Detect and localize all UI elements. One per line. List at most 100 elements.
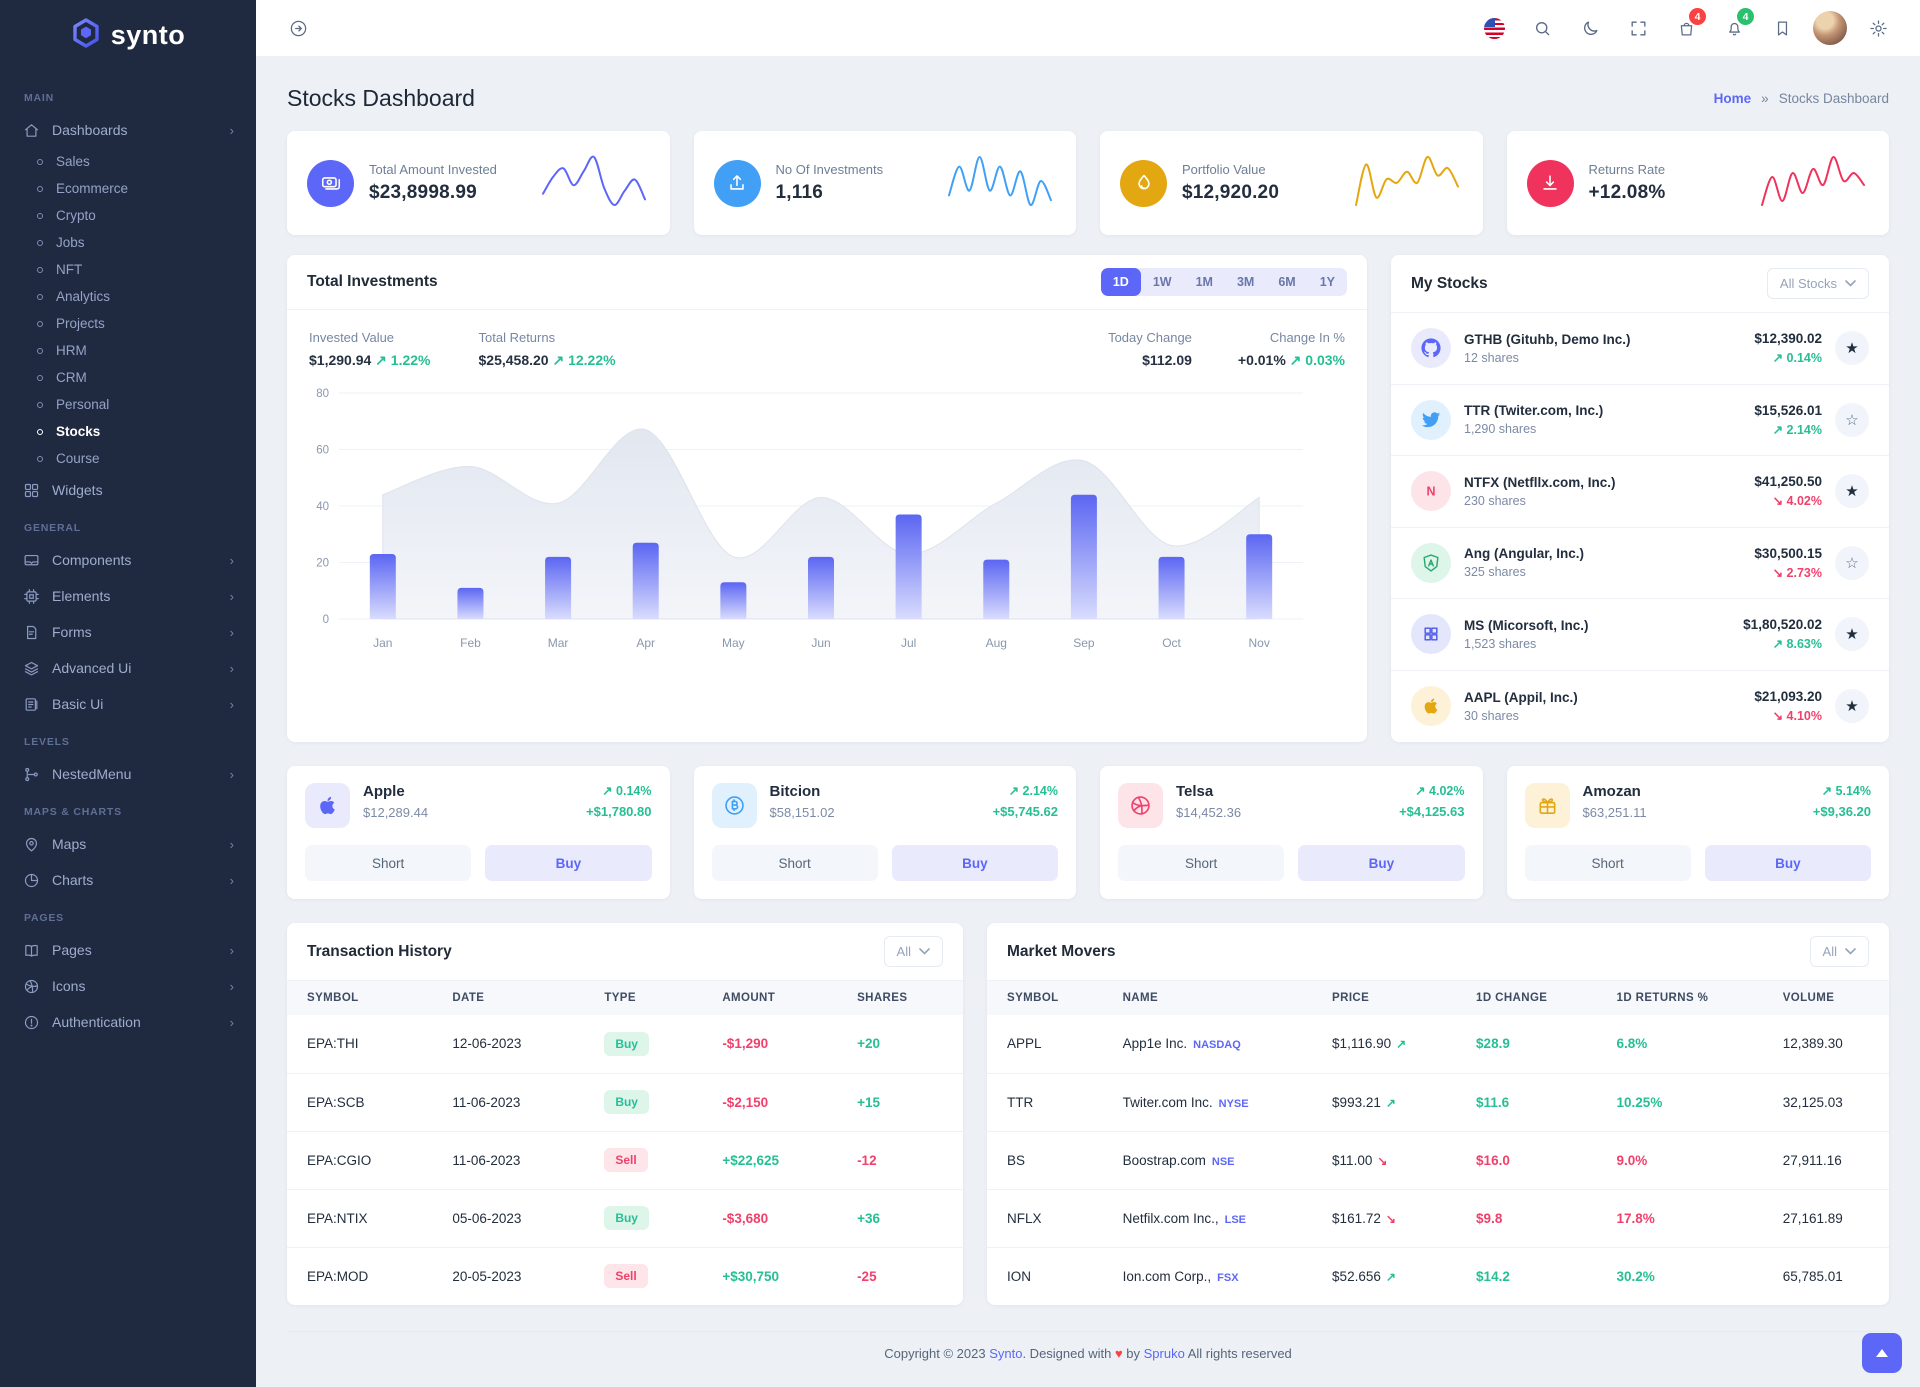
search-icon[interactable] (1522, 8, 1562, 48)
transaction-filter-dropdown[interactable]: All (883, 936, 943, 967)
sidebar-item-maps[interactable]: Maps › (0, 826, 256, 862)
favorite-star-icon[interactable]: ★ (1835, 474, 1869, 509)
svg-text:60: 60 (316, 445, 329, 457)
range-button-1w[interactable]: 1W (1152, 275, 1172, 289)
mm-price: $161.72 ↘ (1312, 1188, 1457, 1247)
breadcrumb-separator: » (1761, 90, 1769, 106)
transaction-history-title: Transaction History (307, 942, 452, 960)
sidebar-item-forms[interactable]: Forms › (0, 614, 256, 650)
buy-button[interactable]: Buy (485, 845, 652, 881)
stock-name: MS (Micorsoft, Inc.) (1464, 617, 1589, 633)
short-button[interactable]: Short (1524, 845, 1691, 881)
stock-name: GTHB (Gituhb, Demo Inc.) (1464, 331, 1631, 347)
mm-price: $1,116.90 ↗ (1332, 1036, 1407, 1052)
sidebar-item-authentication[interactable]: Authentication › (0, 1004, 256, 1040)
scroll-to-top-button[interactable] (1862, 1333, 1902, 1373)
fullscreen-icon[interactable] (1618, 8, 1658, 48)
favorite-star-icon[interactable]: ★ (1835, 331, 1869, 366)
sidebar-subitem-sales[interactable]: Sales (0, 148, 256, 175)
sidebar-subitem-personal[interactable]: Personal (0, 391, 256, 418)
market-movers-filter-dropdown[interactable]: All (1809, 936, 1869, 967)
total-investments-chart: 0 20 40 60 80 Jan Feb Mar Apr May Jun Jul Aug Sep Oct N… (287, 373, 1367, 688)
range-button-3m[interactable]: 3M (1236, 275, 1255, 289)
language-flag-icon[interactable] (1474, 8, 1514, 48)
sidebar-item-pages[interactable]: Pages › (0, 932, 256, 968)
sidebar-item-widgets[interactable]: Widgets (0, 472, 256, 508)
range-button-1d[interactable]: 1D (1100, 268, 1141, 296)
footer-designer-link[interactable]: Spruko (1143, 1346, 1185, 1361)
asset-change-amount: +$1,780.80 (586, 804, 652, 819)
sidebar-item-icons[interactable]: Icons › (0, 968, 256, 1004)
tx-shares: -25 (857, 1268, 877, 1284)
stock-value: $15,526.01 (1754, 402, 1822, 418)
sidebar-subitem-crypto[interactable]: Crypto (0, 202, 256, 229)
sidebar-subitem-ecommerce[interactable]: Ecommerce (0, 175, 256, 202)
sidebar-item-elements[interactable]: Elements › (0, 578, 256, 614)
favorite-star-icon[interactable]: ☆ (1835, 545, 1869, 580)
stock-row-gthb: GTHB (Gituhb, Demo Inc.) 12 shares $12,390… (1391, 313, 1889, 385)
tx-amount: +$30,750 (722, 1268, 779, 1284)
favorite-star-icon[interactable]: ★ (1835, 617, 1869, 652)
stat-label: No Of Investments (775, 162, 884, 177)
sidebar-item-basic-ui[interactable]: Basic Ui › (0, 686, 256, 722)
favorite-star-icon[interactable]: ☆ (1835, 402, 1869, 437)
breadcrumb-home-link[interactable]: Home (1713, 90, 1752, 106)
settings-gear-icon[interactable] (1858, 8, 1898, 48)
my-stocks-list: GTHB (Gituhb, Demo Inc.) 12 shares $12,390… (1391, 313, 1889, 742)
sidebar-item-label: Advanced Ui (52, 660, 132, 676)
sidebar-subitem-crm[interactable]: CRM (0, 364, 256, 391)
sidebar-subitem-analytics[interactable]: Analytics (0, 283, 256, 310)
sidebar-subitem-label: NFT (56, 262, 83, 277)
mm-volume: 32,125.03 (1762, 1072, 1889, 1131)
stock-name: Ang (Angular, Inc.) (1464, 546, 1584, 562)
elements-icon (22, 587, 40, 605)
table-row: EPA:MOD 20-05-2023 Sell +$30,750 -25 (287, 1246, 963, 1305)
stock-shares: 1,523 shares (1464, 636, 1537, 651)
sidebar-subitem-projects[interactable]: Projects (0, 310, 256, 337)
buy-button[interactable]: Buy (1704, 845, 1871, 881)
footer-brand-link[interactable]: Synto (989, 1346, 1023, 1361)
range-button-6m[interactable]: 6M (1278, 275, 1296, 289)
tx-symbol: EPA:NTIX (287, 1188, 433, 1247)
buy-button[interactable]: Buy (891, 845, 1058, 881)
short-button[interactable]: Short (1118, 845, 1285, 881)
notifications-bell-icon[interactable]: 4 (1714, 8, 1754, 48)
apple-icon (305, 783, 350, 828)
user-avatar[interactable] (1810, 8, 1850, 48)
sidebar-subitem-nft[interactable]: NFT (0, 256, 256, 283)
sidebar-item-advanced-ui[interactable]: Advanced Ui › (0, 650, 256, 686)
stat-change-in: Change In % +0.01% ↗ 0.03% (1237, 330, 1345, 368)
upload-icon (713, 159, 761, 207)
range-button-1y[interactable]: 1Y (1319, 275, 1335, 289)
all-stocks-dropdown[interactable]: All Stocks (1766, 268, 1869, 299)
bookmark-icon[interactable] (1762, 8, 1802, 48)
sidebar-subitem-hrm[interactable]: HRM (0, 337, 256, 364)
chevron-right-icon: › (229, 624, 234, 640)
cart-icon[interactable]: 4 (1666, 8, 1706, 48)
range-button-1m[interactable]: 1M (1195, 275, 1213, 289)
buy-button[interactable]: Buy (1298, 845, 1465, 881)
sidebar-item-charts[interactable]: Charts › (0, 862, 256, 898)
sidebar-toggle-icon[interactable] (278, 8, 318, 48)
sidebar-subitem-course[interactable]: Course (0, 445, 256, 472)
svg-text:N: N (1426, 485, 1435, 499)
tx-shares: +15 (857, 1094, 880, 1110)
sidebar-item-nestedmenu[interactable]: NestedMenu › (0, 756, 256, 792)
footer-text: Copyright © 2023 (884, 1346, 990, 1361)
stock-row-ang: Ang (Angular, Inc.) 325 shares $30,500.15 ↘… (1391, 528, 1889, 599)
stat-card-returns-rate: Returns Rate +12.08% (1506, 131, 1889, 235)
dark-mode-moon-icon[interactable] (1570, 8, 1610, 48)
sidebar-subitem-stocks[interactable]: Stocks (0, 418, 256, 445)
footer: Copyright © 2023 Synto. Designed with ♥ … (287, 1331, 1889, 1377)
short-button[interactable]: Short (305, 845, 472, 881)
tx-date: 11-06-2023 (432, 1130, 585, 1189)
stock-name: TTR (Twiter.com, Inc.) (1464, 403, 1604, 419)
sidebar-item-dashboards[interactable]: Dashboards › (0, 112, 256, 148)
stat-value: 1,116 (775, 182, 823, 203)
favorite-star-icon[interactable]: ★ (1835, 689, 1869, 724)
sidebar-subitem-jobs[interactable]: Jobs (0, 229, 256, 256)
short-button[interactable]: Short (711, 845, 878, 881)
app-logo[interactable]: synto (0, 0, 256, 70)
netflix-n-icon: N (1411, 471, 1451, 512)
sidebar-item-components[interactable]: Components › (0, 542, 256, 578)
